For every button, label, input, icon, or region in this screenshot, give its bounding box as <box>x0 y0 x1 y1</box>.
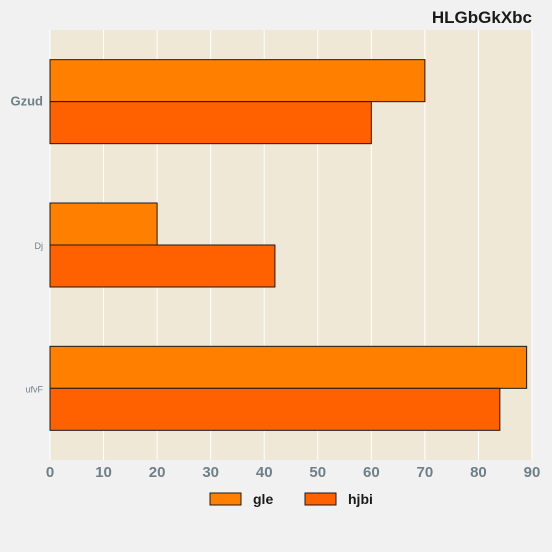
legend-label-hjbi: hjbi <box>348 491 373 507</box>
bar-gle-Dj <box>49 202 158 246</box>
legend: gle hjbi <box>209 491 373 507</box>
bar-gle-Gzud <box>49 59 426 103</box>
x-axis-ticks: 0 10 20 30 40 50 60 70 80 90 <box>46 464 541 481</box>
x-tick-label: 70 <box>417 464 434 481</box>
bar-hjbi-ufvF <box>49 387 501 431</box>
bar-hjbi-Gzud <box>49 101 372 145</box>
legend-label-gle: gle <box>253 491 273 507</box>
bar-gle-ufvF <box>49 345 528 389</box>
x-tick-label: 30 <box>202 464 219 481</box>
y-category-label: ufvF <box>25 384 43 394</box>
x-tick-label: 10 <box>95 464 112 481</box>
x-tick-label: 60 <box>363 464 380 481</box>
x-tick-label: 0 <box>46 464 54 481</box>
legend-swatch-gle <box>209 492 242 506</box>
y-axis-labels: Gzud Dj ufvF <box>11 94 44 395</box>
y-category-label: Dj <box>35 241 44 251</box>
y-category-label: Gzud <box>11 94 44 109</box>
x-tick-label: 90 <box>524 464 541 481</box>
x-tick-label: 50 <box>309 464 326 481</box>
x-tick-label: 20 <box>149 464 166 481</box>
x-tick-label: 40 <box>256 464 273 481</box>
bars <box>49 59 528 431</box>
legend-swatch-hjbi <box>304 492 337 506</box>
bar-hjbi-Dj <box>49 244 276 288</box>
chart-title: HLGbGkXbc <box>432 8 532 27</box>
x-tick-label: 80 <box>470 464 487 481</box>
